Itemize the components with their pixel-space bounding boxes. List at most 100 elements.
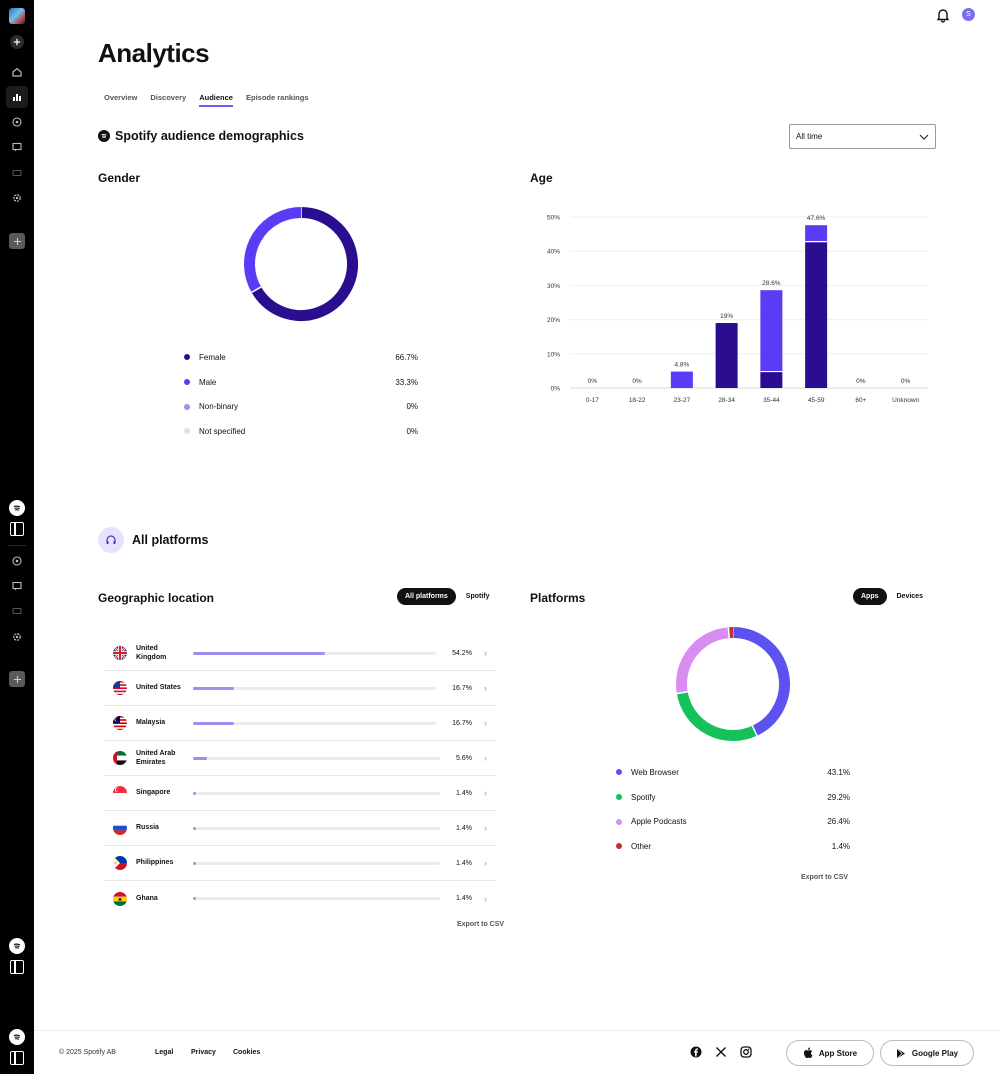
footer-link-privacy[interactable]: Privacy: [191, 1049, 216, 1056]
geo-title: Geographic location: [98, 591, 215, 605]
gender-legend-label: Male: [199, 377, 217, 387]
geo-filter-all-platforms[interactable]: All platforms: [397, 588, 456, 605]
geo-filter-group: All platforms Spotify: [397, 588, 498, 605]
platform-filter-apps[interactable]: Apps: [853, 588, 887, 605]
flag-us-icon: [113, 681, 127, 695]
footer-link-cookies[interactable]: Cookies: [233, 1049, 261, 1056]
geo-row[interactable]: Malaysia 16.7% ›: [104, 706, 496, 741]
geo-bar-track: [193, 861, 440, 865]
notification-bell-icon[interactable]: [935, 7, 951, 23]
all-platforms-title: All platforms: [132, 533, 209, 547]
footer-link-legal[interactable]: Legal: [155, 1049, 174, 1056]
platform-filter-devices[interactable]: Devices: [896, 593, 923, 600]
geo-row[interactable]: United Arab Emirates 5.6% ›: [104, 741, 496, 776]
gender-legend-value: 66.7%: [395, 352, 418, 362]
tab-discovery[interactable]: Discovery: [150, 93, 187, 102]
geo-row[interactable]: United Kingdom 54.2% ›: [104, 636, 496, 671]
geo-bar-track: [193, 686, 436, 690]
geo-country-name: Ghana: [136, 894, 158, 902]
sidebar-item-episodes-2[interactable]: [6, 550, 28, 572]
panel-toggle-icon-3[interactable]: [10, 1051, 24, 1065]
app-store-button[interactable]: App Store: [786, 1040, 874, 1066]
platforms-legend-label: Spotify: [631, 792, 656, 802]
sidebar-item-monetize-2[interactable]: [6, 600, 28, 622]
podcast-icon: [12, 556, 22, 566]
platforms-export-csv-link[interactable]: Export to CSV: [801, 874, 849, 881]
age-xtick-label: 35-44: [763, 397, 780, 404]
geo-export-csv-link[interactable]: Export to CSV: [457, 921, 505, 928]
user-avatar[interactable]: S: [962, 8, 975, 21]
add-new-button[interactable]: [10, 35, 24, 49]
age-bar-value-label: 28.6%: [762, 280, 781, 287]
google-play-icon: [896, 1047, 905, 1059]
monetize-icon: [12, 169, 22, 177]
apple-icon: [803, 1047, 813, 1058]
panel-toggle-icon[interactable]: [10, 522, 24, 536]
gender-legend-value: 33.3%: [395, 377, 418, 387]
google-play-label: Google Play: [911, 1048, 959, 1058]
gender-donut-slice: [244, 207, 302, 293]
age-bar-value-label: 0%: [856, 378, 866, 385]
monetize-icon: [12, 607, 22, 615]
show-cover-avatar[interactable]: [9, 8, 25, 24]
age-title: Age: [530, 171, 553, 185]
panel-toggle-icon-2[interactable]: [10, 960, 24, 974]
geo-row[interactable]: Ghana 1.4% ›: [104, 881, 496, 916]
spotify-icon: [98, 130, 110, 142]
facebook-icon[interactable]: [690, 1046, 702, 1058]
home-icon: [12, 67, 22, 77]
chevron-right-icon: ›: [484, 718, 487, 728]
tab-audience[interactable]: Audience: [199, 93, 233, 107]
geo-bar-track: [193, 791, 440, 795]
platforms-legend-label: Web Browser: [631, 767, 679, 777]
platforms-legend-value: 26.4%: [827, 817, 850, 827]
geo-value: 1.4%: [456, 859, 472, 867]
sidebar-item-comments[interactable]: [6, 136, 28, 158]
flag-uk-icon: [113, 646, 127, 660]
sidebar-item-analytics[interactable]: [6, 86, 28, 108]
chevron-down-icon: [919, 134, 929, 140]
x-twitter-icon[interactable]: [715, 1046, 727, 1058]
geo-row[interactable]: Russia 1.4% ›: [104, 811, 496, 846]
platforms-legend-item: Spotify 29.2%: [616, 785, 850, 810]
geo-bar-track: [193, 897, 440, 900]
spotify-waves-icon: [13, 943, 21, 949]
add-show-button[interactable]: [9, 233, 25, 249]
platform-filter-group: Apps Devices: [853, 588, 931, 605]
spotify-logo-icon-3[interactable]: [9, 1029, 25, 1045]
sidebar-item-monetize[interactable]: [6, 162, 28, 184]
platforms-legend-label: Apple Podcasts: [631, 817, 687, 827]
sidebar-item-comments-2[interactable]: [6, 575, 28, 597]
chevron-right-icon: ›: [484, 788, 487, 798]
google-play-button[interactable]: Google Play: [880, 1040, 974, 1066]
age-xtick-label: 18-22: [629, 397, 646, 404]
platforms-legend-value: 43.1%: [827, 767, 850, 777]
sidebar-item-settings[interactable]: [6, 187, 28, 209]
geo-row[interactable]: Singapore 1.4% ›: [104, 776, 496, 811]
tab-episode-rankings[interactable]: Episode rankings: [245, 93, 309, 102]
spotify-logo-icon-2[interactable]: [9, 938, 25, 954]
platforms-donut-slice: [676, 627, 730, 694]
tab-overview[interactable]: Overview: [104, 93, 138, 102]
spotify-logo-icon[interactable]: [9, 500, 25, 516]
gender-title: Gender: [98, 171, 141, 185]
plus-icon: [13, 38, 21, 46]
geo-row[interactable]: Philippines 1.4% ›: [104, 846, 496, 881]
add-show-button-2[interactable]: [9, 671, 25, 687]
flag-ae-icon: [113, 751, 127, 765]
gender-legend-item: Not specified 0%: [184, 419, 418, 444]
time-range-select[interactable]: All time: [789, 124, 936, 149]
sidebar-item-episodes[interactable]: [6, 111, 28, 133]
geo-row[interactable]: United States 16.7% ›: [104, 671, 496, 706]
plus-icon: [13, 675, 21, 683]
sidebar-item-settings-2[interactable]: [6, 626, 28, 648]
age-bar-value-label: 0%: [588, 378, 598, 385]
age-bar-value-label: 47.6%: [807, 215, 826, 222]
sidebar-item-home[interactable]: [6, 61, 28, 83]
gender-donut-chart: [244, 207, 358, 321]
instagram-icon[interactable]: [740, 1046, 752, 1058]
chevron-right-icon: ›: [484, 648, 487, 658]
tab-bar: Overview Discovery Audience Episode rank…: [104, 93, 309, 107]
age-bar-value-label: 19%: [720, 313, 733, 320]
geo-filter-spotify[interactable]: Spotify: [465, 593, 490, 600]
